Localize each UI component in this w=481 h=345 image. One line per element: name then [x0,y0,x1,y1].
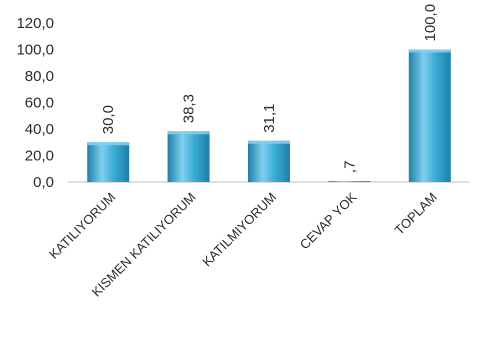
y-tick-label: 0,0 [33,174,54,191]
bar [87,142,130,182]
y-tick-label: 20,0 [25,148,54,165]
bar-top [87,142,130,146]
value-label: 100,0 [422,4,439,42]
bars [87,49,451,182]
bar-top [408,49,451,53]
category-label: KATILMIYORUM [199,190,279,270]
bar [408,49,451,182]
category-label: KATILIYORUM [46,190,118,262]
y-tick-label: 100,0 [16,42,54,59]
y-tick-label: 80,0 [25,68,54,85]
y-tick-label: 60,0 [25,95,54,112]
bar [248,140,290,182]
y-axis: 0,0 20,0 40,0 60,0 80,0 100,0 120,0 [16,15,470,191]
bar [167,131,210,182]
category-label: CEVAP YOK [297,189,360,252]
value-label: 38,3 [181,94,198,123]
value-label: 30,0 [100,105,117,134]
y-tick-label: 40,0 [25,121,54,138]
bar [328,181,371,182]
y-tick-label: 120,0 [16,15,54,32]
category-label: TOPLAM [392,190,440,238]
bar-top [248,140,290,144]
value-labels: 30,0 38,3 31,1 ,7 100,0 [100,4,439,173]
value-label: ,7 [341,161,358,174]
value-label: 31,1 [261,104,278,133]
bar-top [167,131,210,135]
